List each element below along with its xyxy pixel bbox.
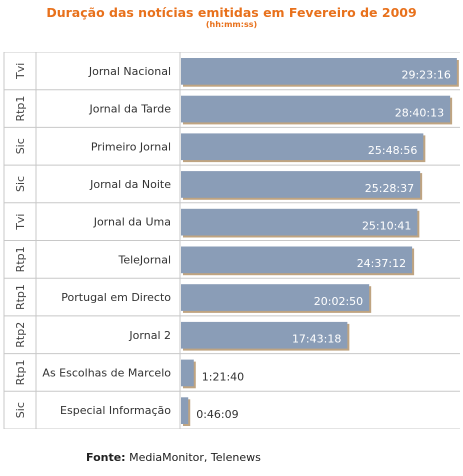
source-note: Fonte: MediaMonitor, Telenews: [86, 451, 261, 464]
chart-subtitle: (hh:mm:ss): [205, 20, 258, 29]
value-label: 25:28:37: [365, 182, 414, 195]
value-label: 29:23:16: [401, 69, 450, 82]
value-label: 24:37:12: [357, 257, 406, 270]
channel-label: Rtp1: [14, 96, 27, 122]
bar: [181, 284, 370, 311]
bar: [181, 359, 194, 387]
bar-chart: Tvi Jornal Nacional 29:23:16 Rtp1 Jornal da …: [3, 52, 460, 429]
channel-label: Rtp1: [14, 359, 27, 385]
value-label: 25:48:56: [368, 144, 417, 157]
bar: [181, 397, 189, 424]
bar: [181, 58, 457, 85]
category-label: Jornal Nacional: [88, 65, 171, 78]
channel-label: Sic: [14, 402, 27, 418]
value-label: 25:10:41: [362, 220, 411, 233]
channel-label: Tvi: [14, 214, 27, 231]
bar: [181, 133, 424, 161]
source-text: MediaMonitor, Telenews: [129, 451, 261, 464]
category-label: Especial Informação: [60, 404, 171, 417]
channel-label: Sic: [14, 138, 27, 154]
value-label: 1:21:40: [202, 370, 244, 383]
chart-area: Tvi Jornal Nacional 29:23:16 Rtp1 Jornal da …: [0, 52, 463, 429]
category-label: As Escolhas de Marcelo: [42, 366, 171, 379]
chart-title: Duração das notícias emitidas em Feverei…: [46, 5, 417, 20]
bar: [181, 95, 451, 123]
channel-label: Rtp1: [14, 246, 27, 272]
bar: [181, 171, 421, 198]
value-label: 28:40:13: [395, 106, 444, 119]
source-label: Fonte:: [86, 451, 126, 464]
value-label: 17:43:18: [292, 333, 341, 346]
category-label: Jornal da Tarde: [88, 103, 171, 116]
channel-label: Sic: [14, 176, 27, 192]
category-label: Jornal da Uma: [93, 216, 171, 229]
category-label: Portugal em Directo: [61, 291, 171, 304]
category-label: Jornal da Noite: [89, 178, 171, 191]
category-label: Jornal 2: [128, 329, 171, 342]
value-label: 0:46:09: [196, 408, 238, 421]
category-label: Primeiro Jornal: [91, 140, 171, 153]
channel-label: Tvi: [14, 63, 27, 80]
channel-label: Rtp1: [14, 284, 27, 310]
category-label: TeleJornal: [117, 253, 171, 266]
bar: [181, 321, 348, 349]
value-label: 20:02:50: [314, 295, 363, 308]
bar: [181, 208, 418, 236]
bar: [181, 246, 413, 274]
channel-label: Rtp2: [14, 322, 27, 348]
